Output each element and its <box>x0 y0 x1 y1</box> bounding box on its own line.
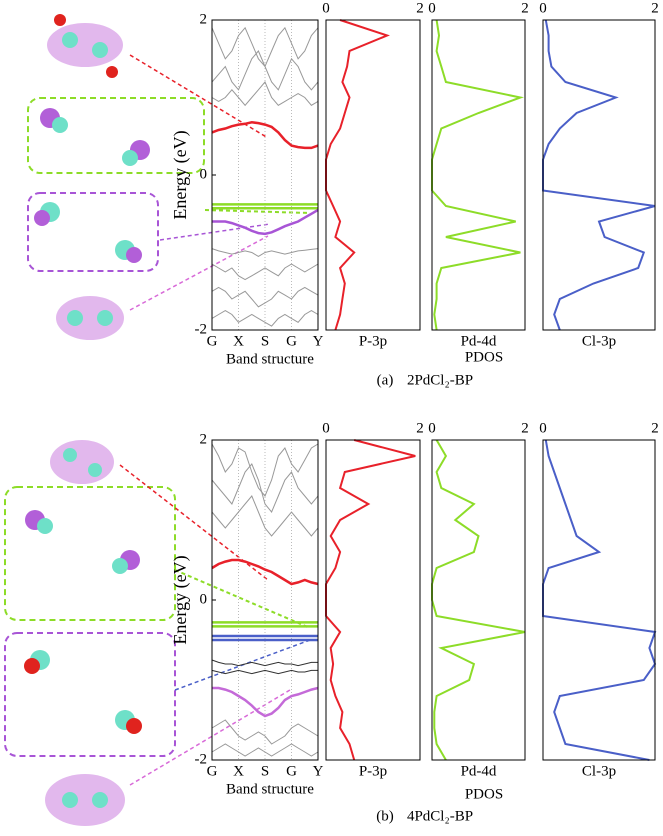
band-line <box>211 659 318 667</box>
x-tick-label: 0 <box>322 0 330 16</box>
band-line <box>211 719 319 745</box>
x-tick-label: 2 <box>651 420 659 436</box>
x-tick-label: 2 <box>416 0 424 16</box>
x-tick-label: 0 <box>322 420 330 436</box>
plot-frame <box>431 19 526 331</box>
band-line <box>211 50 319 91</box>
x-tick-label: 0 <box>428 0 436 16</box>
pdos-label: PDOS <box>465 786 503 802</box>
plot-frame <box>211 439 319 761</box>
band-line <box>211 443 319 497</box>
y-tick-label: 2 <box>200 431 208 447</box>
band-line <box>211 743 319 757</box>
band-line <box>212 686 319 718</box>
plot-frame <box>542 439 656 761</box>
band-line <box>212 208 319 236</box>
dos-line <box>542 19 656 331</box>
pdos-label: PDOS <box>465 349 503 365</box>
y-tick-label: -2 <box>195 751 208 767</box>
band-line <box>211 286 319 308</box>
x-tick-label: Y <box>313 333 324 349</box>
x-tick-label: Y <box>313 763 324 779</box>
dos-line <box>325 19 390 331</box>
x-tick-label: 0 <box>428 420 436 436</box>
x-axis-title: P-3p <box>359 333 387 349</box>
x-tick-label: S <box>261 333 269 349</box>
plot-frame <box>325 19 421 331</box>
x-tick-label: X <box>233 333 244 349</box>
panel-caption: 4PdCl₂-BP <box>407 808 473 824</box>
x-tick-label: 2 <box>521 0 529 16</box>
x-axis-title: Band structure <box>226 351 314 367</box>
band-line <box>211 558 319 586</box>
band-line <box>211 463 319 513</box>
y-tick-label: 2 <box>200 11 208 27</box>
band-line <box>211 81 319 107</box>
band-line <box>211 495 319 537</box>
x-axis-title: Cl-3p <box>582 763 616 779</box>
plot-frame <box>325 439 421 761</box>
y-tick-label: 0 <box>200 166 208 182</box>
band-line <box>211 310 319 327</box>
x-tick-label: 0 <box>539 420 547 436</box>
dos-line <box>325 439 416 761</box>
y-axis-title: Energy (eV) <box>170 555 191 644</box>
dos-line <box>431 439 526 761</box>
dos-line <box>431 19 525 331</box>
x-tick-label: 2 <box>651 0 659 16</box>
panel-caption: 2PdCl₂-BP <box>407 372 473 388</box>
x-axis-title: Cl-3p <box>582 333 616 349</box>
band-line <box>211 248 319 257</box>
x-tick-label: 0 <box>539 0 547 16</box>
x-tick-label: X <box>233 763 244 779</box>
x-tick-label: S <box>261 763 269 779</box>
y-axis-title: Energy (eV) <box>170 130 191 219</box>
x-axis-title: P-3p <box>359 763 387 779</box>
x-tick-label: G <box>286 763 297 779</box>
x-tick-label: G <box>207 333 218 349</box>
x-tick-label: G <box>286 333 297 349</box>
dos-line <box>542 439 657 761</box>
band-line <box>211 669 318 675</box>
y-tick-label: -2 <box>195 321 208 337</box>
x-tick-label: 2 <box>521 420 529 436</box>
panel-label: (b) <box>376 808 394 824</box>
molecule-illustrations-b <box>4 440 311 826</box>
molecule-illustrations-a <box>27 14 311 340</box>
plot-frame <box>211 19 319 331</box>
x-axis-title: Pd-4d <box>461 763 497 779</box>
x-axis-title: Pd-4d <box>461 333 497 349</box>
y-tick-label: 0 <box>200 591 208 607</box>
panel-label: (a) <box>377 372 394 388</box>
x-axis-title: Band structure <box>226 781 314 797</box>
x-tick-label: G <box>207 763 218 779</box>
plot-frame <box>542 19 656 331</box>
x-tick-label: 2 <box>416 420 424 436</box>
plot-frame <box>431 439 526 761</box>
band-line <box>211 263 319 281</box>
band-line <box>211 121 319 150</box>
